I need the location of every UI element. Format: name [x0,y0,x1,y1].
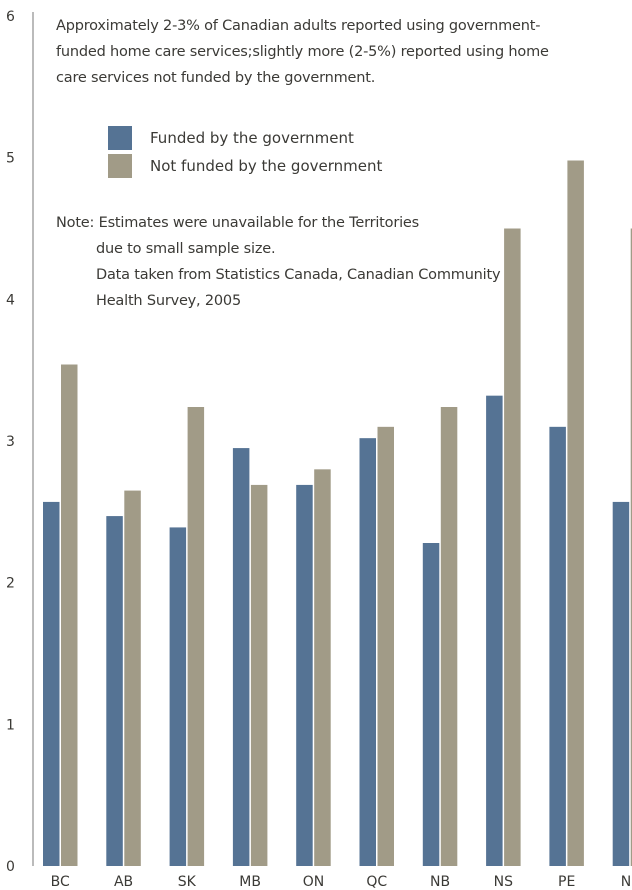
x-tick-label: MB [239,874,261,890]
bar-qc-funded [359,438,376,866]
annotation-text: Approximately 2-3% of Canadian adults re… [56,13,549,91]
y-tick-label: 6 [6,9,15,25]
bar-nb-funded [422,543,440,866]
legend-label-funded: Funded by the government [150,129,354,147]
bar-nl-not-funded [630,228,632,866]
y-tick-label: 4 [6,292,15,308]
note-line: Data taken from Statistics Canada, Canad… [96,267,501,283]
bar-sk-funded [169,527,187,866]
legend-item-not-funded: Not funded by the government [108,154,382,178]
bar-qc-not-funded [377,426,394,866]
x-tick-label: QC [366,874,387,890]
annotation-line: care services not funded by the governme… [56,70,376,86]
x-tick-label: BC [51,874,70,890]
legend-label-not-funded: Not funded by the government [150,157,383,175]
x-tick-label: NL [621,874,632,890]
note-line: Health Survey, 2005 [96,293,241,309]
legend-swatch-not-funded [108,154,132,178]
y-tick-label: 5 [6,151,15,167]
bar-sk-not-funded [187,407,205,866]
bar-on-funded [296,484,313,866]
y-tick-label: 2 [6,576,15,592]
bar-ab-not-funded [124,490,141,866]
x-tick-label: NB [430,874,450,890]
legend-item-funded: Funded by the government [108,126,354,150]
bar-pe-funded [549,426,566,866]
y-tick-label: 3 [6,434,15,450]
bar-ns-funded [486,395,503,866]
note-line: due to small sample size. [96,241,276,257]
x-tick-label: SK [178,874,197,890]
bar-on-not-funded [314,469,331,866]
annotation-line: funded home care services;slightly more … [56,44,549,60]
bar-mb-funded [232,448,250,866]
bar-bc-not-funded [61,364,78,866]
y-tick-label: 0 [6,859,15,875]
bar-pe-not-funded [567,160,584,866]
note-text: Note: Estimates were unavailable for the… [56,210,501,314]
legend-swatch-funded [108,126,132,150]
x-tick-label: NS [494,874,513,890]
bar-mb-not-funded [250,484,268,866]
y-tick-label: 1 [6,717,15,733]
bar-nl-funded [612,501,630,866]
bar-nb-not-funded [440,407,458,866]
bar-ns-not-funded [504,228,521,866]
x-tick-label: ON [303,874,325,890]
x-tick-label: PE [558,874,575,890]
annotation-line: Approximately 2-3% of Canadian adults re… [56,18,541,34]
x-tick-label: AB [114,874,133,890]
bar-ab-funded [106,516,123,866]
note-line: Note: Estimates were unavailable for the… [56,215,420,231]
bar-bc-funded [43,501,60,866]
